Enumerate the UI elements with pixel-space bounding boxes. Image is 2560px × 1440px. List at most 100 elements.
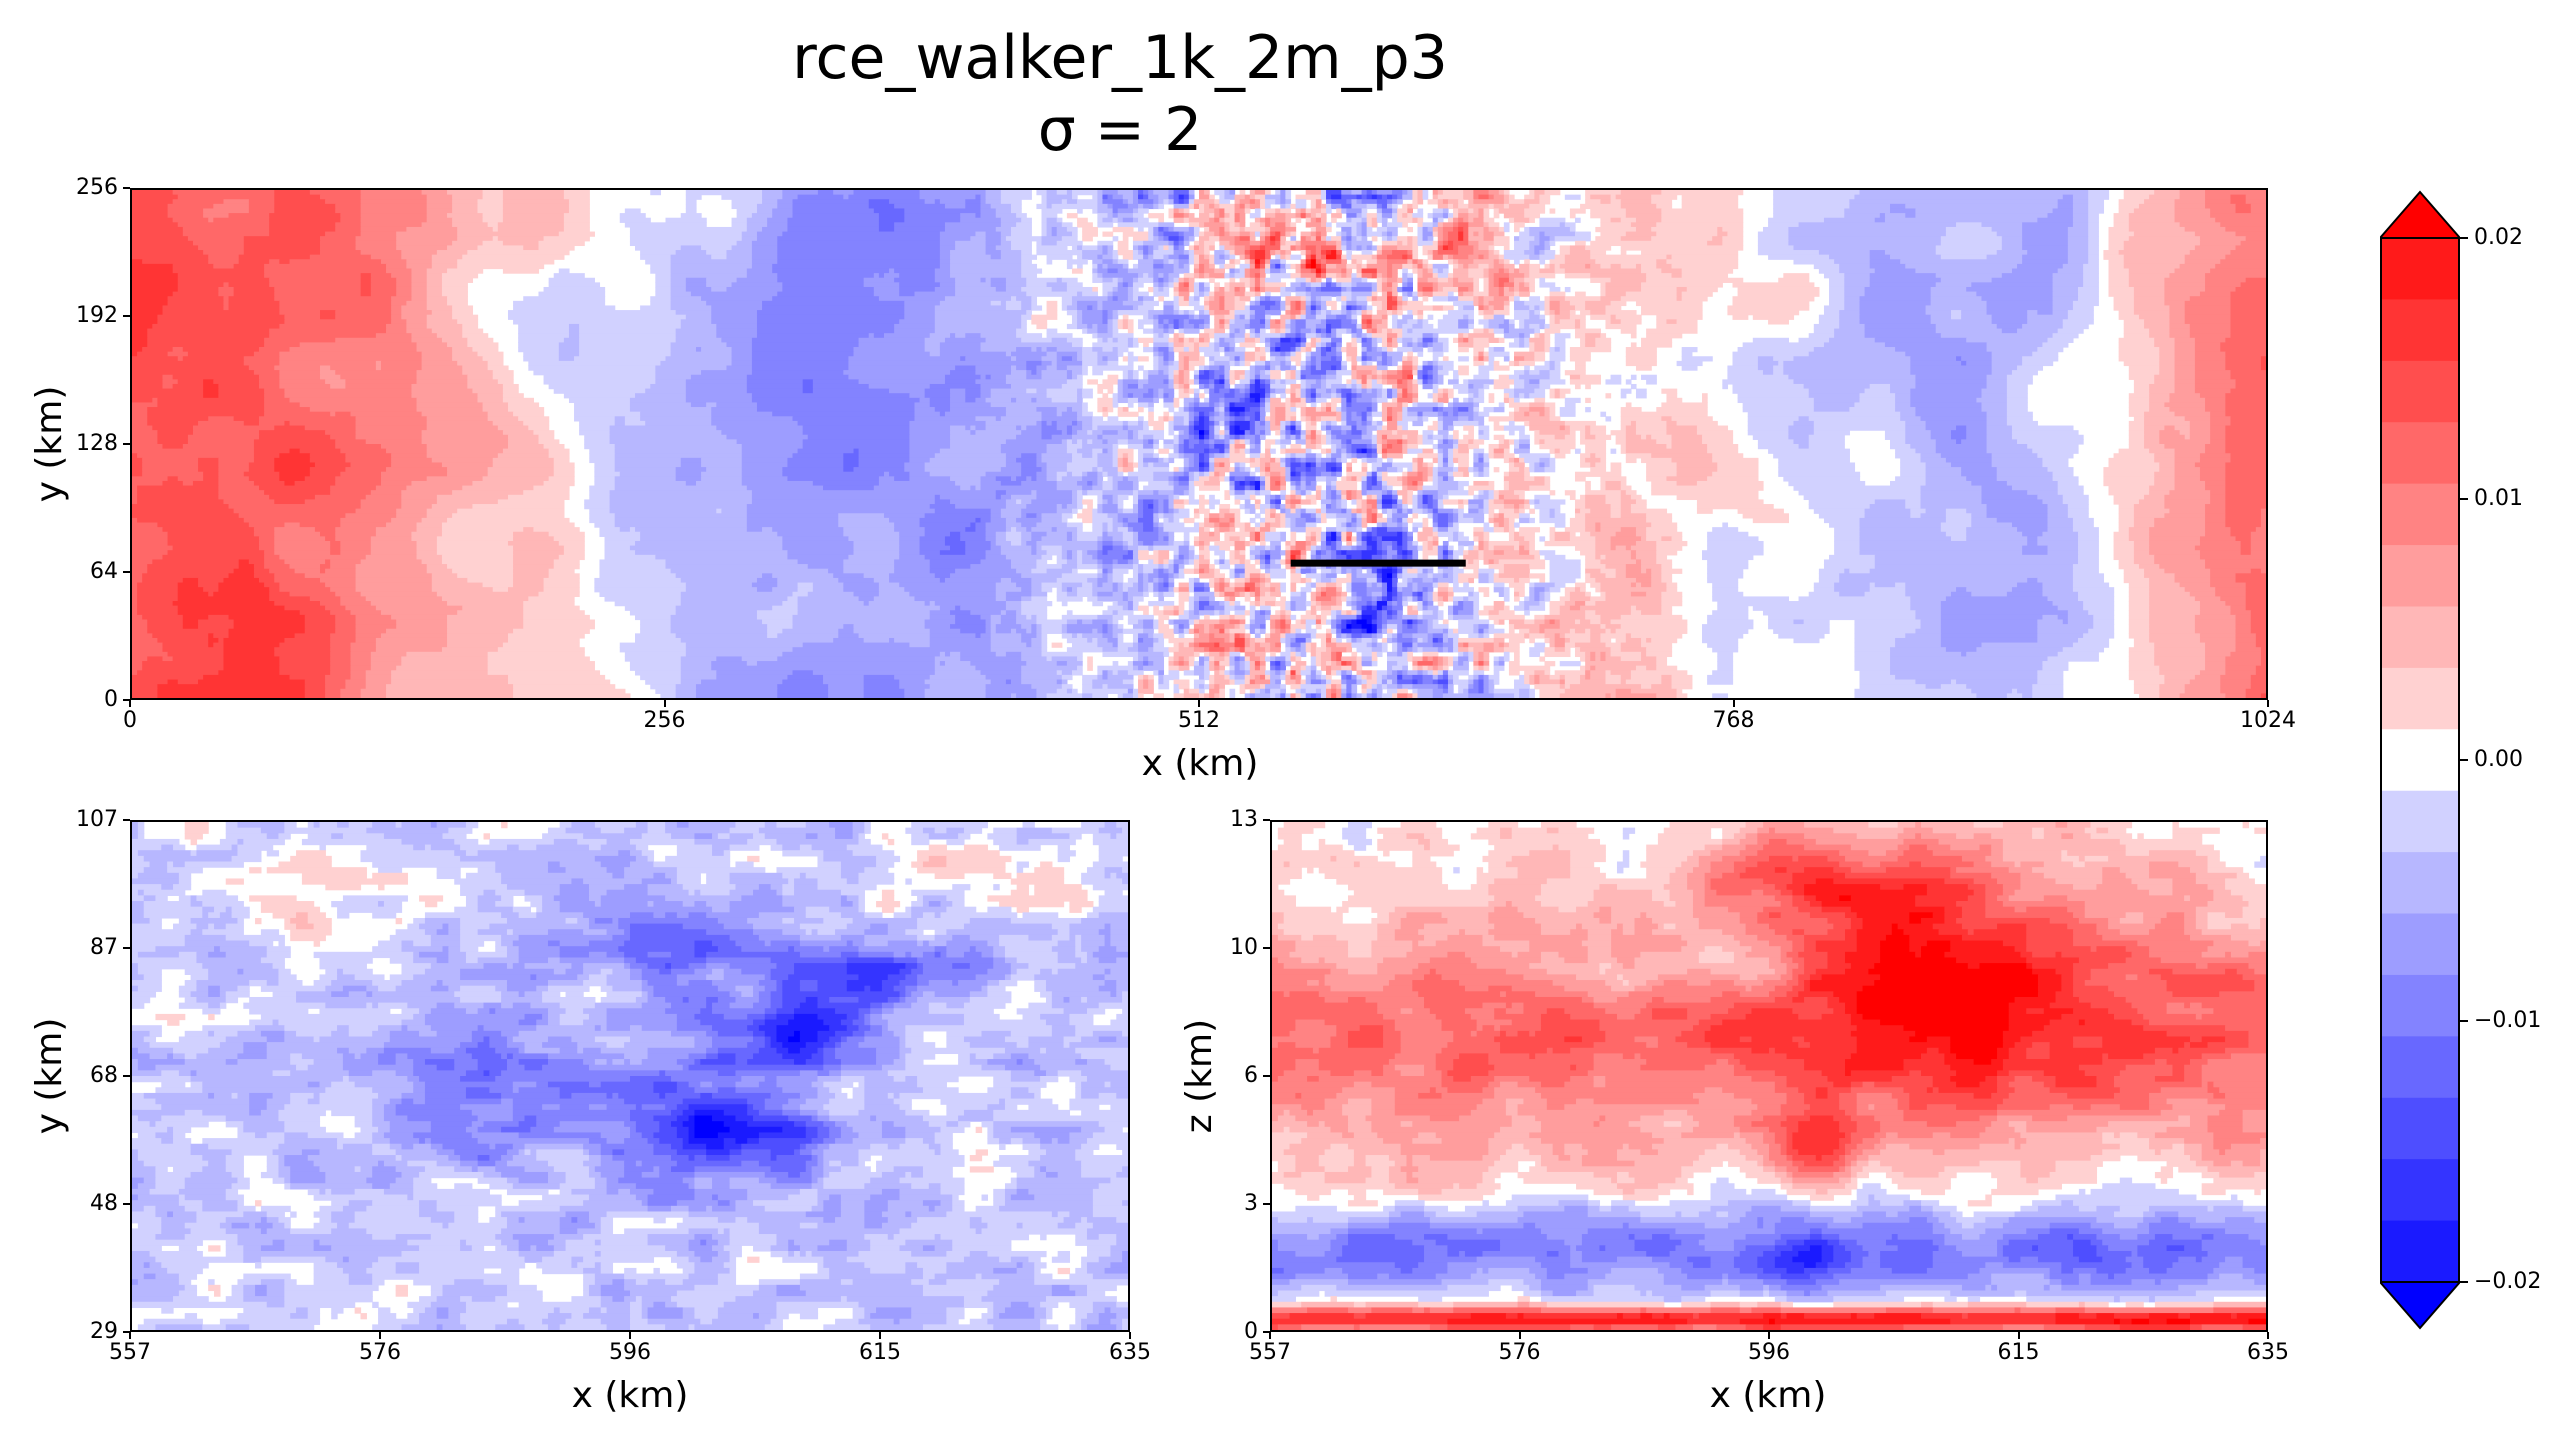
contour-cell [1529, 370, 1541, 376]
contour-cell [965, 199, 982, 205]
contour-cell [1412, 388, 1419, 394]
contour-cell [1539, 277, 1546, 283]
contour-cell [1082, 411, 1093, 417]
contour-cell [1219, 213, 1225, 219]
contour-cell [1387, 268, 1393, 274]
contour-cell [894, 323, 936, 330]
contour-cell [1407, 328, 1413, 334]
contour-cell [1422, 379, 1429, 385]
contour-cell [1138, 273, 1144, 279]
contour-cell [574, 356, 667, 362]
contour-cell [1209, 259, 1215, 265]
contour-cell [1432, 273, 1439, 279]
contour-cell [751, 263, 773, 270]
contour-cell [1305, 319, 1322, 325]
contour-cell [513, 319, 682, 325]
contour-cell [2149, 194, 2181, 200]
contour-cell [1402, 393, 1408, 399]
contour-cell [406, 259, 433, 265]
contour-cell [1265, 310, 1281, 316]
contour-cell [1488, 226, 1500, 233]
contour-cell [1529, 282, 1535, 288]
contour-cell [929, 383, 982, 390]
contour-cell [132, 240, 194, 247]
contour-cell [2260, 365, 2266, 371]
contour-cell [629, 226, 748, 233]
contour-cell [1514, 305, 1530, 311]
contour-cell [1407, 203, 1413, 210]
contour-cell [2230, 328, 2266, 334]
contour-cell [1300, 360, 1307, 367]
contour-cell [650, 300, 672, 307]
contour-cell [1539, 370, 1551, 376]
contour-cell [1005, 305, 1022, 311]
contour-cell [934, 328, 1017, 334]
contour-cell [1361, 333, 1368, 339]
contour-cell [264, 407, 311, 413]
contour-cell [1168, 236, 1180, 242]
contour-cell [1757, 250, 1820, 256]
contour-cell [1071, 319, 1078, 325]
contour-cell [1823, 273, 1845, 279]
contour-cell [1092, 365, 1134, 371]
contour-cell [1005, 300, 1022, 307]
contour-cell [1336, 388, 1342, 394]
contour-cell [1275, 342, 1281, 348]
contour-cell [1158, 370, 1165, 376]
contour-cell [1427, 277, 1439, 283]
contour-cell [1183, 240, 1190, 247]
contour-cell [1402, 337, 1413, 343]
contour-cell [162, 374, 174, 380]
contour-cell [1066, 190, 1073, 196]
contour-cell [2022, 254, 2069, 260]
contour-cell [1310, 351, 1322, 357]
contour-cell [1453, 226, 1459, 233]
contour-cell [452, 203, 479, 210]
contour-cell [1757, 231, 1789, 237]
contour-cell [1280, 190, 1286, 196]
contour-cell [950, 268, 1022, 274]
contour-cell [1249, 305, 1266, 311]
contour-cell [1559, 222, 1566, 228]
contour-cell [2011, 370, 2038, 376]
contour-cell [2149, 397, 2171, 404]
contour-cell [1158, 314, 1190, 320]
contour-cell [1193, 407, 1215, 413]
contour-cell [238, 259, 270, 265]
contour-cell [1234, 416, 1246, 422]
contour-cell [1371, 300, 1383, 307]
contour-cell [2128, 282, 2165, 288]
contour-cell [1102, 337, 1109, 343]
contour-cell [1397, 286, 1403, 293]
contour-cell [1199, 411, 1205, 417]
contour-cell [1178, 351, 1200, 357]
contour-cell [1204, 328, 1215, 334]
contour-cell [1493, 379, 1515, 385]
contour-cell [1351, 305, 1358, 311]
contour-cell [518, 416, 550, 422]
contour-cell [1453, 420, 1480, 427]
contour-cell [1656, 319, 1668, 325]
contour-cell [203, 393, 219, 399]
contour-cell [579, 342, 672, 348]
contour-cell [1163, 286, 1170, 293]
contour-cell [680, 245, 702, 251]
contour-cell [1585, 397, 1591, 404]
contour-cell [1290, 383, 1302, 390]
contour-cell [1219, 208, 1225, 214]
contour-cell [1437, 425, 1444, 431]
contour-cell [1595, 226, 1637, 233]
contour-cell [1122, 314, 1129, 320]
contour-cell [756, 323, 895, 330]
contour-cell [1757, 236, 1789, 242]
contour-cell [1092, 268, 1098, 274]
contour-cell [1214, 407, 1220, 413]
contour-cell [756, 319, 900, 325]
contour-cell [1387, 291, 1393, 297]
contour-cell [1183, 282, 1190, 288]
contour-cell [1234, 300, 1246, 307]
contour-cell [1773, 203, 1850, 210]
contour-cell [1183, 231, 1195, 237]
contour-cell [1305, 305, 1312, 311]
contour-cell [1493, 305, 1505, 311]
